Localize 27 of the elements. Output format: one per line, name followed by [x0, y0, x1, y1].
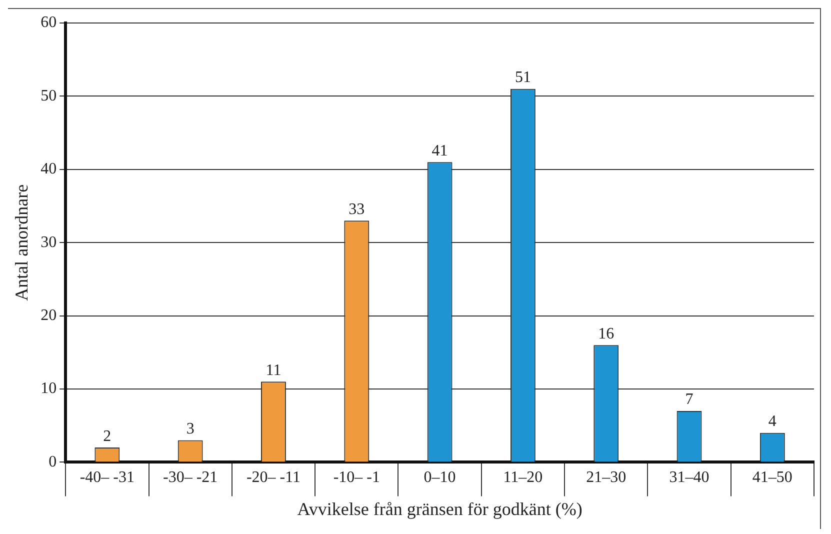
data-label: 11: [266, 362, 282, 379]
x-tick-label: -40– -31: [80, 469, 135, 486]
data-label: 16: [598, 325, 614, 342]
data-label: 51: [514, 69, 531, 86]
data-label: 4: [768, 413, 776, 430]
data-label: 2: [103, 428, 112, 445]
y-tick-label: 10: [40, 380, 57, 398]
x-axis-title: Avvikelse från gränsen för godkänt (%): [297, 498, 582, 519]
y-tick-label: 50: [40, 87, 57, 104]
x-tick-label: 31–40: [669, 469, 710, 486]
data-label: 7: [685, 391, 694, 408]
x-tick-label: -30– -21: [163, 469, 218, 486]
x-tick-label: -20– -11: [246, 469, 301, 486]
data-label: 3: [186, 420, 194, 438]
x-tick-label: 41–50: [752, 469, 792, 486]
x-tick-label: 0–10: [424, 469, 456, 486]
x-tick-label: -10– -1: [333, 469, 380, 486]
y-tick-label: 0: [48, 453, 57, 470]
y-tick-label: 30: [40, 234, 57, 251]
data-label: 33: [348, 200, 365, 218]
y-tick-label: 60: [40, 14, 57, 32]
y-tick-label: 20: [40, 307, 57, 324]
y-axis-title: Antal anordnare: [12, 184, 32, 301]
y-tick-label: 40: [40, 160, 57, 178]
x-tick-label: 11–20: [503, 469, 543, 486]
data-label: 41: [432, 142, 448, 160]
x-tick-label: 21–30: [586, 469, 626, 486]
